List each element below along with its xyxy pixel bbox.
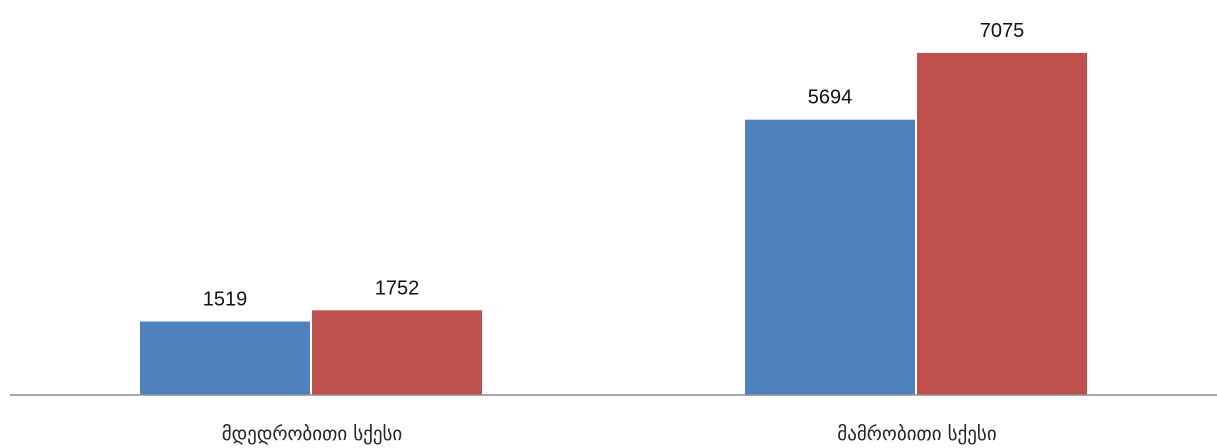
bar-series2-cat1: [312, 310, 482, 395]
bar-series2-cat2: [917, 52, 1087, 395]
bars-layer: [140, 52, 1087, 395]
data-label-series2-cat2: 7075: [980, 20, 1025, 42]
data-label-series2-cat1: 1752: [375, 277, 420, 299]
x-tick-label-2: მამრობითი სქესი: [837, 423, 996, 445]
data-label-series1-cat1: 1519: [203, 289, 248, 311]
labels-layer: 1519 1752 მდედრობითი სქესი 5694 7075 მამრობით…: [203, 20, 1025, 445]
x-tick-label-1: მდედრობითი სქესი: [222, 423, 403, 445]
data-label-series1-cat2: 5694: [808, 87, 853, 109]
bar-series1-cat1: [140, 321, 310, 395]
bar-series1-cat2: [745, 119, 915, 395]
